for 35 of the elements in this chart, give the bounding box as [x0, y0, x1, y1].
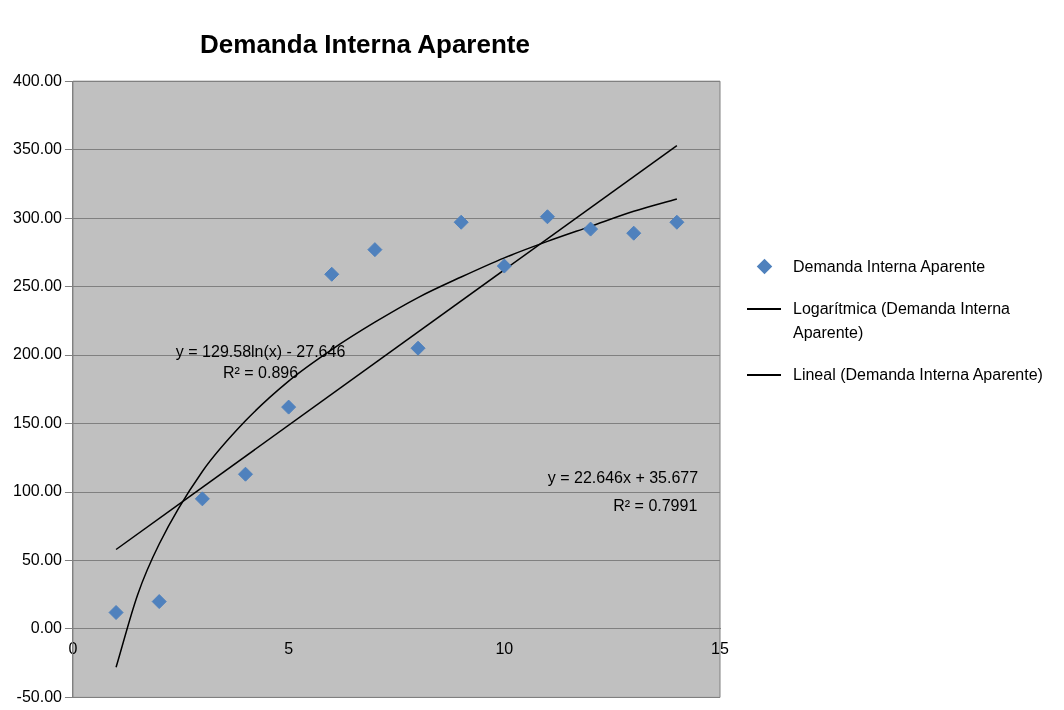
- point: [453, 214, 469, 230]
- point: [237, 466, 253, 482]
- point: [669, 214, 685, 230]
- chart-title: Demanda Interna Aparente: [200, 28, 530, 59]
- y-tick-label: 300.00: [13, 208, 63, 226]
- y-tick-label: 250.00: [13, 277, 63, 295]
- point: [583, 221, 599, 237]
- point: [539, 209, 555, 225]
- point: [324, 266, 340, 282]
- point: [281, 399, 297, 415]
- legend-label: Demanda Interna Aparente: [793, 257, 986, 277]
- legend-label: Lineal (Demanda Interna Aparente): [793, 365, 1043, 385]
- point: [410, 340, 426, 356]
- y-tick-label: 50.00: [21, 550, 63, 568]
- annotation: y = 22.646x + 35.677: [547, 469, 699, 487]
- point: [151, 594, 167, 610]
- point: [626, 225, 642, 241]
- x-tick-label: 5: [284, 639, 294, 657]
- y-tick-label: 100.00: [13, 482, 63, 500]
- legend-label: Logarítmica (Demanda Interna Aparente): [793, 299, 1011, 343]
- y-tick-label: 150.00: [13, 413, 63, 431]
- annotation: R² = 0.896: [223, 364, 299, 382]
- point: [194, 491, 210, 507]
- y-tick-label: -50.00: [16, 687, 63, 705]
- y-tick-label: 350.00: [13, 140, 63, 158]
- point: [367, 242, 383, 258]
- point: [496, 258, 512, 274]
- point: [108, 605, 124, 620]
- x-tick-label: 15: [711, 639, 729, 657]
- x-tick-label: 10: [495, 639, 514, 657]
- y-tick-label: 200.00: [13, 345, 63, 363]
- annotation: R² = 0.7991: [613, 496, 698, 514]
- y-tick-label: 0.00: [30, 619, 63, 637]
- x-tick-label: 0: [68, 639, 78, 657]
- y-tick-label: 400.00: [13, 71, 63, 89]
